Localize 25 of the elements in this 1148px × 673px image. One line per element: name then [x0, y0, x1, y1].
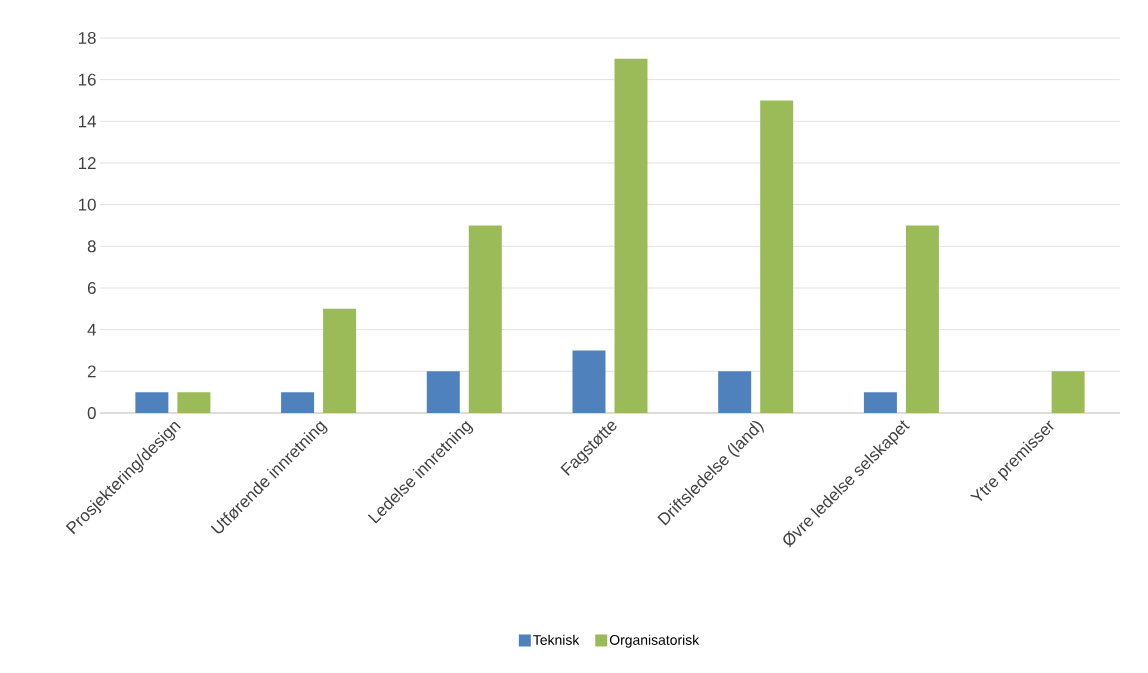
- bar: [905, 225, 939, 413]
- y-tick-label: 10: [78, 198, 96, 211]
- legend-label: Organisatorisk: [609, 634, 700, 648]
- y-tick-label: 14: [78, 115, 96, 128]
- y-tick-label: 8: [87, 240, 96, 253]
- bar: [718, 371, 752, 413]
- bar: [281, 392, 315, 413]
- bar: [760, 100, 794, 413]
- bar: [614, 58, 648, 413]
- bar: [468, 225, 502, 413]
- legend-label: Teknisk: [533, 634, 580, 645]
- bar: [135, 392, 169, 413]
- y-tick-label: 0: [87, 406, 96, 419]
- bar: [572, 350, 606, 413]
- y-tick-label: 2: [87, 365, 96, 378]
- y-tick-label: 4: [87, 323, 96, 336]
- y-tick-label: 18: [78, 31, 96, 44]
- y-tick-label: 12: [78, 157, 96, 169]
- y-tick-label: 16: [78, 73, 96, 86]
- bar: [1051, 371, 1085, 413]
- bar: [323, 308, 357, 413]
- y-tick-label: 6: [87, 281, 96, 294]
- bar: [426, 371, 460, 413]
- bar: [177, 392, 211, 413]
- bar: [863, 392, 897, 413]
